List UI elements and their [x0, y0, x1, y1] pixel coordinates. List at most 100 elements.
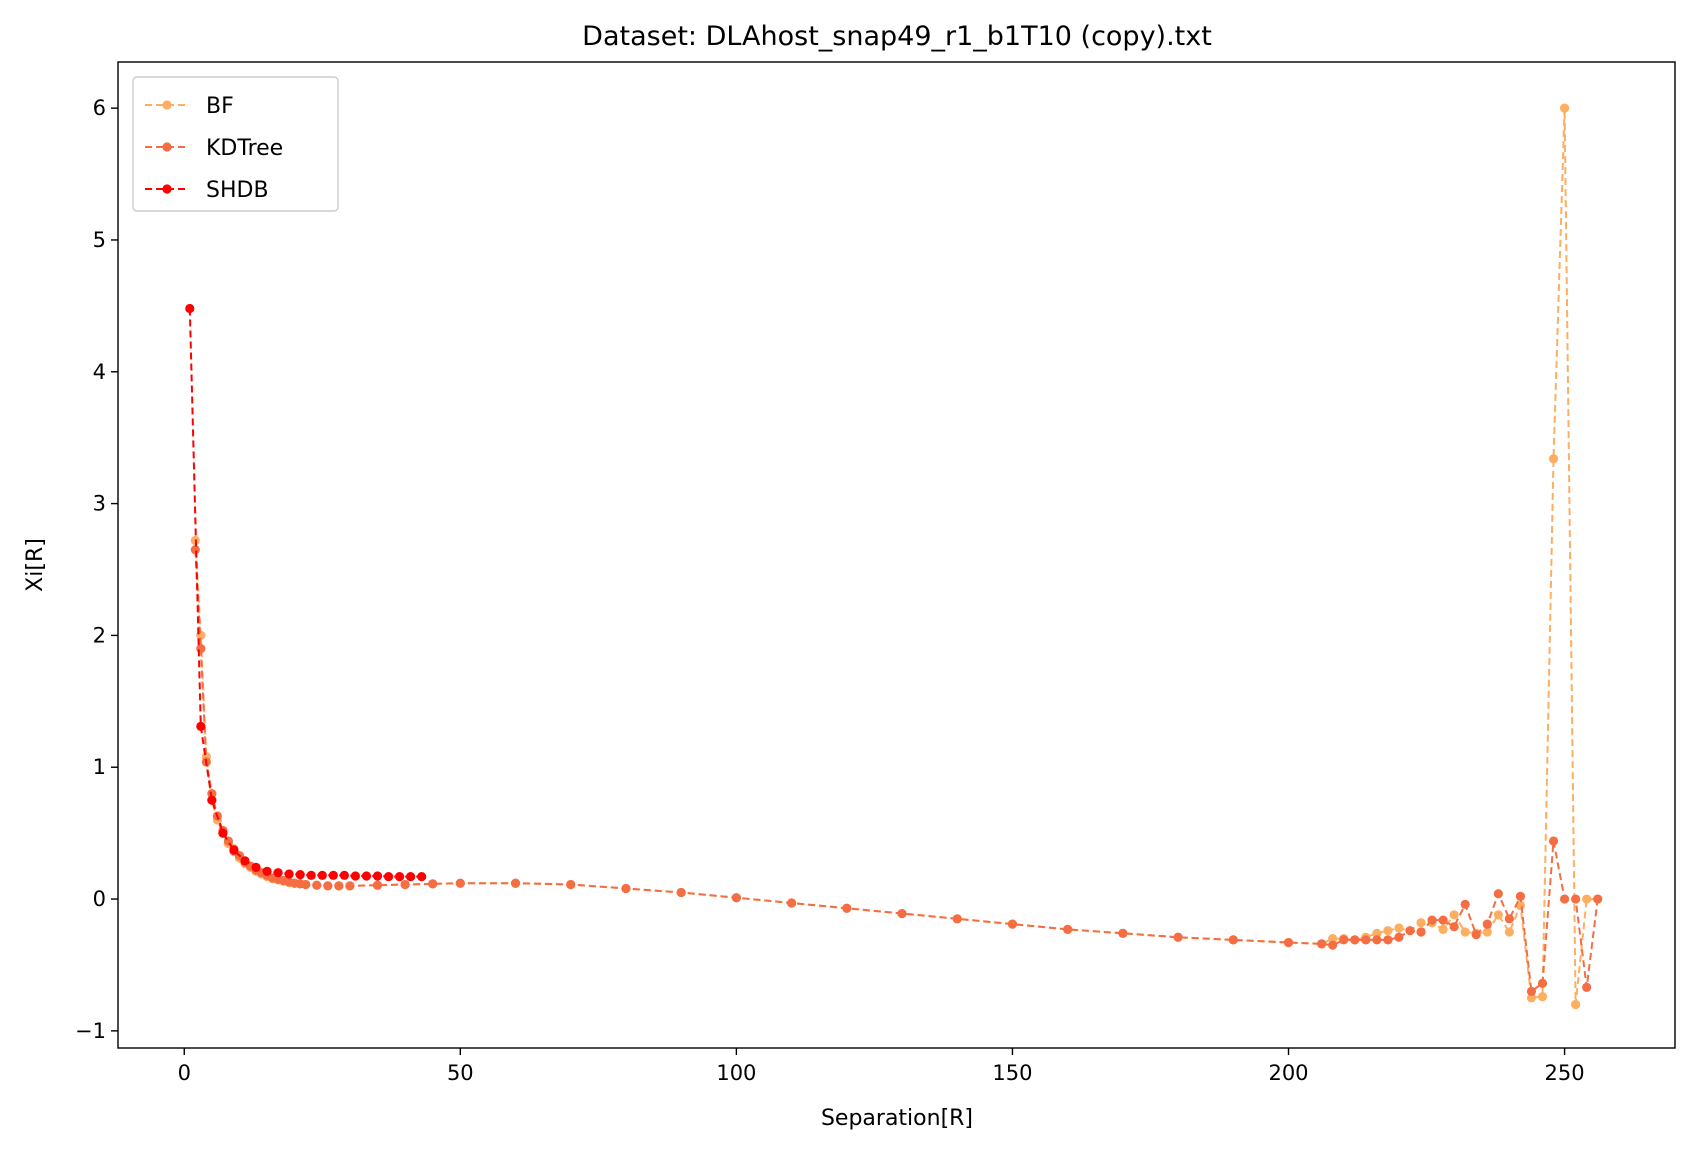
- data-point-shdb: [218, 828, 228, 838]
- data-point-kdtree: [334, 881, 344, 891]
- data-point-kdtree: [1317, 939, 1327, 949]
- x-tick-label: 200: [1268, 1061, 1308, 1085]
- data-point-shdb: [251, 862, 261, 873]
- x-tick-label: 100: [716, 1061, 756, 1085]
- data-point-kdtree: [345, 881, 355, 891]
- data-point-kdtree: [621, 883, 631, 894]
- data-point-bf: [1526, 993, 1537, 1003]
- data-point-bf: [1372, 928, 1382, 938]
- legend-label-kdtree: KDTree: [206, 136, 283, 161]
- data-point-bf: [1582, 894, 1592, 904]
- series-line-kdtree: [194, 549, 1599, 994]
- data-point-shdb: [284, 869, 294, 879]
- data-point-kdtree: [1339, 935, 1349, 945]
- data-point-kdtree: [312, 880, 322, 890]
- series-group: [185, 103, 1603, 1010]
- data-point-shdb: [207, 795, 217, 805]
- data-point-shdb: [417, 872, 427, 882]
- data-point-kdtree: [731, 893, 741, 903]
- data-point-shdb: [229, 845, 239, 855]
- data-point-bf: [1537, 991, 1548, 1002]
- data-point-kdtree: [1537, 978, 1548, 989]
- legend-marker-shdb: [162, 184, 172, 194]
- y-tick-label: 5: [93, 228, 106, 252]
- data-point-shdb: [306, 870, 316, 880]
- data-point-shdb: [262, 866, 272, 876]
- data-point-shdb: [383, 872, 394, 882]
- data-point-kdtree: [952, 914, 962, 924]
- data-point-kdtree: [1283, 937, 1294, 948]
- data-point-bf: [1438, 924, 1448, 934]
- chart-title: Dataset: DLAhost_snap49_r1_b1T10 (copy).…: [582, 21, 1212, 52]
- data-point-shdb: [185, 303, 195, 314]
- data-point-kdtree: [196, 643, 206, 654]
- data-point-kdtree: [1173, 932, 1183, 942]
- axes-frame: [117, 61, 1676, 1049]
- data-point-kdtree: [323, 881, 333, 891]
- data-point-kdtree: [1460, 899, 1470, 909]
- data-point-kdtree: [1438, 915, 1448, 925]
- data-point-kdtree: [1350, 935, 1360, 945]
- data-point-kdtree: [1571, 894, 1581, 904]
- data-point-shdb: [372, 871, 383, 881]
- data-point-kdtree: [1593, 894, 1603, 904]
- data-point-kdtree: [1118, 928, 1128, 938]
- x-tick-label: 50: [447, 1061, 474, 1085]
- x-tick-label: 150: [992, 1061, 1032, 1085]
- legend: BF KDTree SHDB: [132, 76, 339, 212]
- data-point-kdtree: [1372, 935, 1382, 945]
- data-point-kdtree: [1416, 927, 1426, 937]
- data-point-shdb: [273, 868, 283, 878]
- data-point-kdtree: [842, 903, 852, 913]
- data-point-kdtree: [510, 878, 521, 888]
- data-point-kdtree: [1063, 924, 1073, 934]
- data-point-kdtree: [301, 879, 311, 890]
- data-point-shdb: [240, 856, 250, 866]
- data-point-kdtree: [400, 879, 410, 890]
- y-tick-label: −1: [75, 1019, 106, 1043]
- data-point-kdtree: [1383, 935, 1393, 945]
- data-point-bf: [1571, 999, 1581, 1010]
- data-point-kdtree: [1405, 926, 1415, 936]
- data-point-kdtree: [1559, 894, 1570, 904]
- plot-area: [117, 61, 1676, 1049]
- data-point-kdtree: [1394, 932, 1404, 942]
- data-point-shdb: [339, 870, 349, 880]
- data-point-kdtree: [1526, 986, 1537, 996]
- legend-marker-kdtree: [162, 142, 172, 152]
- data-point-kdtree: [897, 908, 907, 919]
- data-point-shdb: [406, 872, 416, 882]
- legend-frame: [132, 76, 339, 212]
- x-tick-label: 0: [178, 1061, 191, 1085]
- data-point-kdtree: [1471, 930, 1481, 940]
- data-point-bf: [1394, 923, 1404, 933]
- y-tick-label: 3: [93, 492, 106, 516]
- y-tick-label: 6: [93, 96, 106, 120]
- data-point-bf: [1460, 927, 1470, 937]
- data-point-kdtree: [1361, 935, 1371, 945]
- y-tick-label: 1: [93, 755, 106, 779]
- data-point-kdtree: [1548, 836, 1559, 846]
- data-point-kdtree: [676, 887, 686, 898]
- data-point-bf: [1416, 918, 1426, 928]
- data-point-kdtree: [1582, 982, 1592, 992]
- legend-label-shdb: SHDB: [206, 178, 269, 203]
- data-point-kdtree: [1228, 935, 1238, 945]
- data-point-kdtree: [1482, 919, 1492, 929]
- data-point-bf: [1548, 454, 1559, 464]
- data-point-kdtree: [1493, 889, 1503, 899]
- ticks: 0 50 100 150 200 250 −1 0 1 2 3 4 5 6: [75, 96, 1585, 1085]
- series-line-bf: [194, 108, 1598, 1005]
- data-point-shdb: [394, 872, 405, 882]
- data-point-kdtree: [1504, 914, 1514, 924]
- data-point-shdb: [196, 721, 206, 731]
- data-point-bf: [1328, 933, 1338, 944]
- data-point-kdtree: [1515, 891, 1526, 902]
- y-tick-label: 2: [93, 623, 106, 647]
- data-point-shdb: [328, 870, 338, 880]
- legend-label-bf: BF: [206, 94, 234, 119]
- legend-marker-bf: [162, 100, 172, 110]
- data-point-bf: [1449, 910, 1459, 920]
- data-point-bf: [1482, 927, 1492, 937]
